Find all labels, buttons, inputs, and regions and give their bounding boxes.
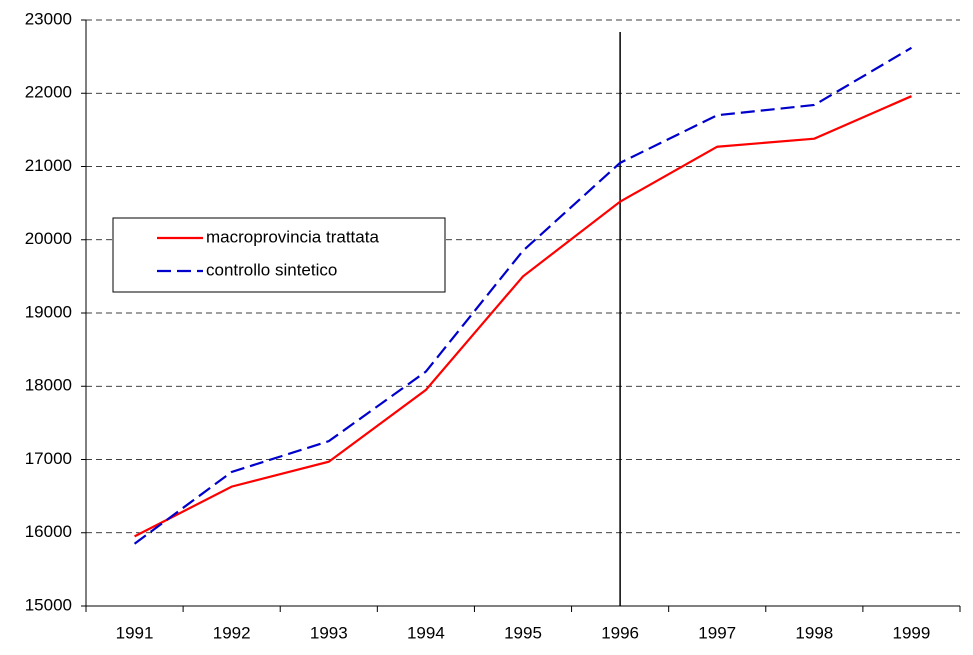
legend-label: controllo sintetico — [206, 260, 337, 279]
x-tick-label: 1992 — [213, 623, 251, 642]
y-tick-label: 22000 — [25, 83, 72, 102]
y-tick-label: 17000 — [25, 449, 72, 468]
x-tick-label: 1995 — [504, 623, 542, 642]
x-tick-label: 1991 — [116, 623, 154, 642]
y-tick-label: 23000 — [25, 9, 72, 28]
x-tick-label: 1998 — [795, 623, 833, 642]
legend-label: macroprovincia trattata — [206, 227, 379, 246]
x-tick-label: 1993 — [310, 623, 348, 642]
y-tick-label: 15000 — [25, 595, 72, 614]
x-tick-label: 1997 — [698, 623, 736, 642]
x-tick-label: 1999 — [893, 623, 931, 642]
series-line — [134, 95, 912, 538]
x-tick-label: 1994 — [407, 623, 445, 642]
x-tick-label: 1996 — [601, 623, 639, 642]
y-tick-label: 18000 — [25, 376, 72, 395]
series-line — [133, 46, 913, 545]
y-tick-label: 19000 — [25, 302, 72, 321]
y-tick-label: 16000 — [25, 522, 72, 541]
y-tick-label: 20000 — [25, 229, 72, 248]
y-tick-label: 21000 — [25, 156, 72, 175]
legend-box — [112, 217, 446, 293]
